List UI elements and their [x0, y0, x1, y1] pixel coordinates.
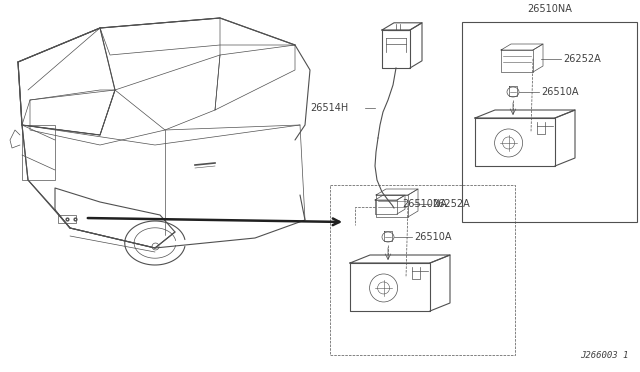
Text: 26514H: 26514H: [310, 103, 348, 113]
Text: 26252A: 26252A: [563, 54, 601, 64]
Text: 26510NA: 26510NA: [403, 199, 447, 209]
Text: J266003 1: J266003 1: [580, 351, 628, 360]
Bar: [22, 125, 55, 180]
Text: 26510NA: 26510NA: [527, 4, 572, 14]
Bar: [462, 22, 637, 222]
Bar: [330, 185, 515, 355]
Bar: [58, 215, 76, 223]
Text: 26510A: 26510A: [414, 232, 451, 242]
Text: 26510A: 26510A: [541, 87, 579, 97]
Text: 26252A: 26252A: [432, 199, 470, 209]
